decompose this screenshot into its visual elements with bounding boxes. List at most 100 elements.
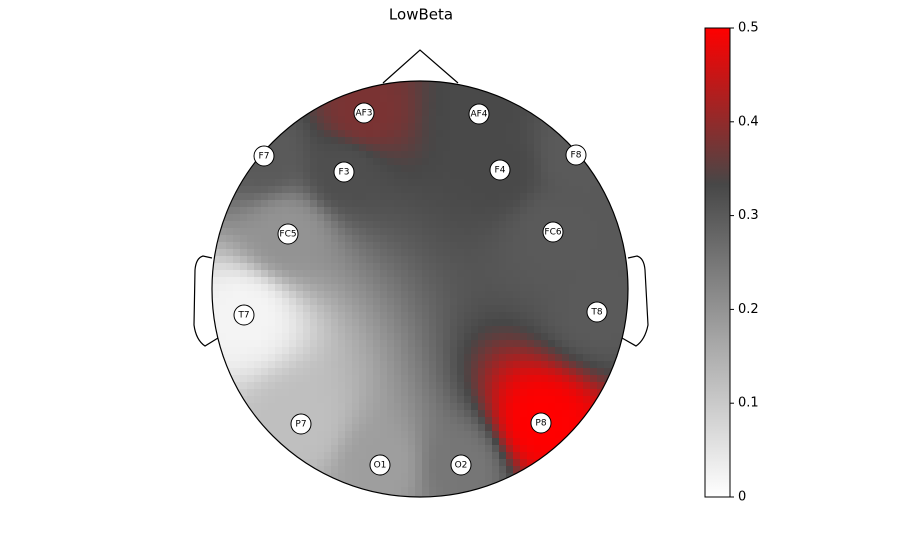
interp-cell xyxy=(499,200,507,208)
interp-cell xyxy=(282,431,290,439)
interp-cell xyxy=(219,242,227,250)
interp-cell xyxy=(394,256,402,264)
interp-cell xyxy=(317,319,325,327)
interp-cell xyxy=(492,445,500,453)
interp-cell xyxy=(506,200,514,208)
interp-cell xyxy=(373,235,381,243)
interp-cell xyxy=(401,221,409,229)
interp-cell xyxy=(254,410,262,418)
interp-cell xyxy=(569,165,577,173)
interp-cell xyxy=(576,179,584,187)
interp-cell xyxy=(289,291,297,299)
interp-cell xyxy=(457,340,465,348)
interp-cell xyxy=(401,81,409,89)
interp-cell xyxy=(485,284,493,292)
interp-cell xyxy=(359,340,367,348)
interp-cell xyxy=(520,193,528,201)
interp-cell xyxy=(548,242,556,250)
interp-cell xyxy=(401,389,409,397)
interp-cell xyxy=(513,95,521,103)
interp-cell xyxy=(275,445,283,453)
interp-cell xyxy=(492,186,500,194)
interp-cell xyxy=(436,270,444,278)
interp-cell xyxy=(506,417,514,425)
interp-cell xyxy=(478,431,486,439)
interp-cell xyxy=(289,312,297,320)
interp-cell xyxy=(317,410,325,418)
interp-cell xyxy=(212,270,220,278)
interp-cell xyxy=(373,95,381,103)
interp-cell xyxy=(492,242,500,250)
interp-cell xyxy=(457,242,465,250)
interp-cell xyxy=(331,438,339,446)
interp-cell xyxy=(401,242,409,250)
interp-cell xyxy=(317,116,325,124)
interp-cell xyxy=(569,228,577,236)
interp-cell xyxy=(527,326,535,334)
interp-cell xyxy=(485,242,493,250)
interp-cell xyxy=(506,466,514,474)
interp-cell xyxy=(219,319,227,327)
interp-cell xyxy=(282,382,290,390)
interp-cell xyxy=(429,361,437,369)
interp-cell xyxy=(373,431,381,439)
interp-cell xyxy=(471,354,479,362)
interp-cell xyxy=(310,242,318,250)
interp-cell xyxy=(240,375,248,383)
interp-cell xyxy=(366,200,374,208)
interp-cell xyxy=(506,277,514,285)
interp-cell xyxy=(282,354,290,362)
interp-cell xyxy=(226,361,234,369)
interp-cell xyxy=(254,389,262,397)
interp-cell xyxy=(345,193,353,201)
interp-cell xyxy=(317,95,325,103)
interp-cell xyxy=(324,361,332,369)
interp-cell xyxy=(275,207,283,215)
interp-cell xyxy=(450,165,458,173)
interp-cell xyxy=(506,389,514,397)
interp-cell xyxy=(366,249,374,257)
interp-cell xyxy=(450,424,458,432)
interp-cell xyxy=(373,389,381,397)
interp-cell xyxy=(534,179,542,187)
interp-cell xyxy=(387,333,395,341)
interp-cell xyxy=(387,158,395,166)
interp-cell xyxy=(394,375,402,383)
interp-cell xyxy=(576,305,584,313)
interp-cell xyxy=(443,375,451,383)
interp-cell xyxy=(380,494,388,497)
interp-cell xyxy=(401,487,409,495)
interp-cell xyxy=(282,193,290,201)
interp-cell xyxy=(422,109,430,117)
interp-cell xyxy=(464,312,472,320)
interp-cell xyxy=(506,459,514,467)
interp-cell xyxy=(548,417,556,425)
interp-cell xyxy=(485,256,493,264)
interp-cell xyxy=(506,354,514,362)
interp-cell xyxy=(590,375,598,383)
interp-cell xyxy=(527,452,535,460)
interp-cell xyxy=(478,179,486,187)
interp-cell xyxy=(457,102,465,110)
interp-cell xyxy=(275,214,283,222)
interp-cell xyxy=(303,291,311,299)
interp-cell xyxy=(331,256,339,264)
interp-cell xyxy=(569,305,577,313)
interp-cell xyxy=(261,193,269,201)
interp-cell xyxy=(534,340,542,348)
interp-cell xyxy=(471,396,479,404)
interp-cell xyxy=(464,193,472,201)
interp-cell xyxy=(576,207,584,215)
interp-cell xyxy=(387,403,395,411)
interp-cell xyxy=(527,403,535,411)
interp-cell xyxy=(436,459,444,467)
interp-cell xyxy=(212,221,220,229)
interp-cell xyxy=(352,466,360,474)
interp-cell xyxy=(492,193,500,201)
interp-cell xyxy=(226,298,234,306)
interp-cell xyxy=(443,221,451,229)
interp-cell xyxy=(520,179,528,187)
interp-cell xyxy=(394,410,402,418)
interp-cell xyxy=(219,277,227,285)
interp-cell xyxy=(233,249,241,257)
